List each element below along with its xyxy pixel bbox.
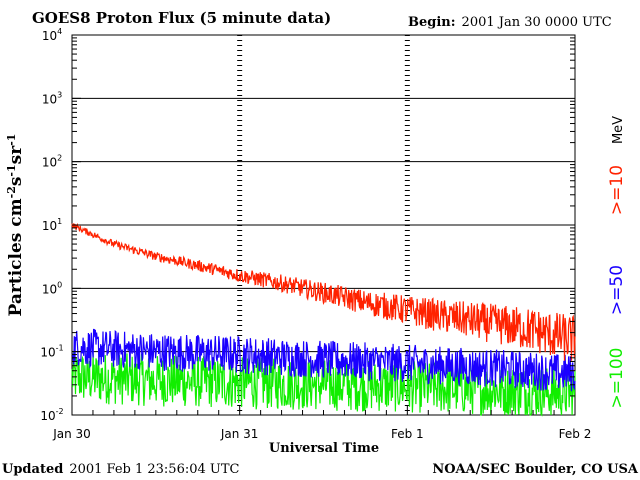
legend-entry: >=100 xyxy=(607,348,627,409)
y-tick-label: 103 xyxy=(42,90,62,106)
plot-area: 10-2 10-1 100 101 102 103 104 Jan 30 Jan 31 Feb … xyxy=(40,27,591,441)
x-tick-label: Jan 31 xyxy=(220,427,259,441)
source-credit: NOAA/SEC Boulder, CO USA xyxy=(432,462,639,477)
begin-time: Begin: 2001 Jan 30 0000 UTC xyxy=(408,15,612,30)
series-line xyxy=(71,328,576,392)
x-tick-label: Feb 2 xyxy=(559,427,592,441)
x-axis-label: Universal Time xyxy=(269,441,379,456)
chart-title: GOES8 Proton Flux (5 minute data) xyxy=(32,9,331,27)
y-tick-label: 100 xyxy=(42,280,62,296)
series-line xyxy=(71,350,576,417)
y-tick-label: 10-1 xyxy=(40,344,63,360)
legend-entry: >=10 xyxy=(607,165,627,215)
updated-label: Updated xyxy=(2,462,63,477)
y-tick-label: 102 xyxy=(42,154,62,170)
x-tick-label: Feb 1 xyxy=(391,427,424,441)
begin-value: 2001 Jan 30 0000 UTC xyxy=(462,15,612,30)
x-tick-label: Jan 30 xyxy=(52,427,91,441)
data-series xyxy=(71,222,576,417)
legend: >=10 >=50 >=100 MeV xyxy=(607,116,627,409)
y-axis-ticks: 10-2 10-1 100 101 102 103 104 xyxy=(40,27,575,423)
y-tick-label: 101 xyxy=(42,217,62,233)
updated-value: 2001 Feb 1 23:56:04 UTC xyxy=(69,462,239,477)
legend-unit: MeV xyxy=(611,116,626,144)
begin-label: Begin: xyxy=(408,15,456,30)
y-tick-label: 104 xyxy=(42,27,62,43)
y-tick-label: 10-2 xyxy=(40,407,63,423)
legend-entry: >=50 xyxy=(607,265,627,315)
updated-time: Updated 2001 Feb 1 23:56:04 UTC xyxy=(2,462,240,477)
series-line xyxy=(71,222,576,361)
x-axis-ticks: Jan 30 Jan 31 Feb 1 Feb 2 xyxy=(52,405,591,441)
y-axis-label: Particles cm-2s-1sr-1 xyxy=(5,134,26,317)
